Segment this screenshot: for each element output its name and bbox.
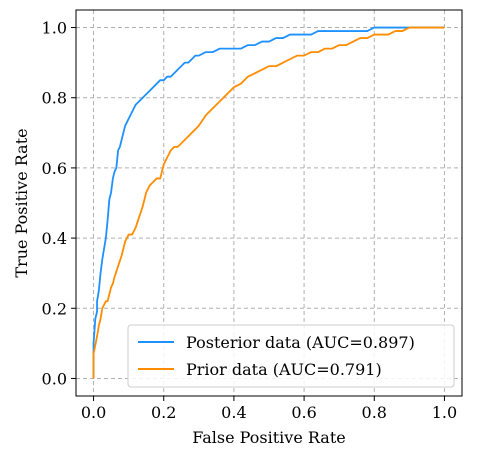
series-lines bbox=[92, 26, 445, 379]
x-tick-label: 0.4 bbox=[221, 403, 246, 422]
x-tick-label: 0.0 bbox=[81, 403, 106, 422]
x-tick-label: 0.6 bbox=[291, 403, 316, 422]
x-axis-label: False Positive Rate bbox=[192, 428, 346, 447]
prior-roc-line bbox=[92, 26, 445, 379]
x-tick-label: 0.8 bbox=[362, 403, 387, 422]
legend-label-prior: Prior data (AUC=0.791) bbox=[186, 360, 382, 379]
y-tick-label: 0.6 bbox=[42, 159, 67, 178]
posterior-roc-line bbox=[92, 26, 445, 379]
legend-box bbox=[127, 324, 455, 388]
x-tick-label: 1.0 bbox=[432, 403, 457, 422]
legend-label-posterior: Posterior data (AUC=0.897) bbox=[186, 333, 415, 352]
y-tick-label: 0.2 bbox=[42, 299, 67, 318]
legend: Posterior data (AUC=0.897) Prior data (A… bbox=[127, 324, 455, 388]
y-tick-label: 0.4 bbox=[42, 229, 67, 248]
y-tick-label: 0.0 bbox=[42, 369, 67, 388]
y-tick-label: 0.8 bbox=[42, 89, 67, 108]
x-tick-label: 0.2 bbox=[151, 403, 176, 422]
y-tick-label: 1.0 bbox=[42, 19, 67, 38]
axis-ticks: 0.0 0.2 0.4 0.6 0.8 1.0 0.0 0.2 0.4 0.6 0.8 1.0 bbox=[42, 19, 458, 422]
plot-frame bbox=[75, 9, 463, 397]
y-axis-label: True Positive Rate bbox=[12, 128, 31, 277]
